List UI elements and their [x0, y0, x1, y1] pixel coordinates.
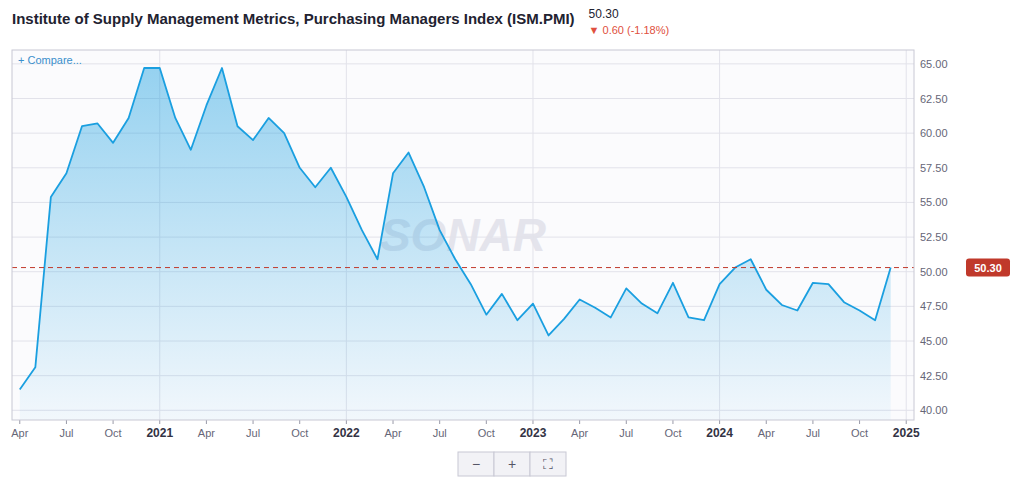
x-tick-label: Jul — [433, 427, 447, 439]
x-tick — [859, 420, 860, 424]
current-value-badge: 50.30 — [966, 259, 1010, 277]
x-tick-label: Jul — [59, 427, 73, 439]
button-bg[interactable] — [458, 452, 494, 476]
zoom-button[interactable]: ⛶ — [530, 452, 566, 476]
compare-link[interactable]: + Compare... — [18, 54, 82, 66]
x-tick-label: Apr — [758, 427, 775, 439]
x-tick — [812, 420, 813, 424]
x-tick-label: Oct — [664, 427, 681, 439]
x-tick — [486, 420, 487, 424]
x-tick-label: Apr — [571, 427, 588, 439]
x-tick-label: Jul — [246, 427, 260, 439]
y-tick-label: 62.50 — [920, 93, 948, 105]
x-tick — [719, 420, 720, 424]
x-tick — [439, 420, 440, 424]
plot-frame — [12, 50, 914, 420]
current-value-label: 50.30 — [974, 262, 1002, 274]
line — [20, 68, 891, 390]
x-tick — [626, 420, 627, 424]
x-tick — [672, 420, 673, 424]
zoom-button[interactable]: − — [458, 452, 494, 476]
y-tick-label: 55.00 — [920, 196, 948, 208]
x-tick — [113, 420, 114, 424]
badge-bg — [966, 259, 1010, 277]
x-tick-label: 2024 — [706, 426, 733, 440]
plot-background — [12, 50, 914, 420]
x-tick — [19, 420, 20, 424]
change-text: ▼ 0.60 (-1.18%) — [589, 24, 670, 36]
y-tick-label: 65.00 — [920, 58, 948, 70]
x-tick — [159, 420, 160, 424]
x-tick-label: Oct — [105, 427, 122, 439]
x-tick — [299, 420, 300, 424]
y-tick-label: 42.50 — [920, 370, 948, 382]
x-tick-label: Apr — [198, 427, 215, 439]
header-current-value: 50.30 — [589, 7, 619, 21]
y-tick-label: 50.00 — [920, 266, 948, 278]
x-tick — [253, 420, 254, 424]
y-tick-label: 45.00 — [920, 335, 948, 347]
x-tick — [346, 420, 347, 424]
x-tick — [532, 420, 533, 424]
y-tick-label: 47.50 — [920, 300, 948, 312]
x-tick — [393, 420, 394, 424]
plot-data — [12, 68, 914, 420]
button-label[interactable]: + — [508, 456, 516, 472]
x-tick — [579, 420, 580, 424]
grid-line — [906, 50, 907, 420]
x-tick-label: Apr — [11, 427, 28, 439]
y-tick-label: 40.00 — [920, 404, 948, 416]
page: {"chart_data": { "type": "area", "title"… — [0, 0, 1024, 488]
zoom-button[interactable]: + — [494, 452, 530, 476]
x-tick-label: 2025 — [893, 426, 920, 440]
x-tick-label: Jul — [619, 427, 633, 439]
x-tick-label: Apr — [384, 427, 401, 439]
title: Institute of Supply Management Metrics, … — [12, 10, 575, 27]
chart: SONAR40.0042.5045.0047.5050.0052.5055.00… — [0, 0, 1024, 488]
x-tick — [766, 420, 767, 424]
x-tick — [66, 420, 67, 424]
x-tick — [906, 420, 907, 424]
button-label[interactable]: ⛶ — [543, 456, 553, 472]
grid-line — [12, 63, 914, 64]
area — [20, 68, 891, 420]
x-tick-label: 2022 — [333, 426, 360, 440]
x-tick-label: 2021 — [146, 426, 173, 440]
x-tick-label: Oct — [291, 427, 308, 439]
current-value-line — [12, 267, 914, 268]
x-tick-label: Oct — [478, 427, 495, 439]
button-bg[interactable] — [530, 452, 566, 476]
y-tick-label: 52.50 — [920, 231, 948, 243]
x-tick-label: 2023 — [520, 426, 547, 440]
y-tick-label: 60.00 — [920, 127, 948, 139]
y-tick-label: 57.50 — [920, 162, 948, 174]
button-label[interactable]: − — [472, 456, 480, 472]
x-tick-label: Jul — [806, 427, 820, 439]
x-tick-label: Oct — [851, 427, 868, 439]
button-bg[interactable] — [494, 452, 530, 476]
x-tick — [206, 420, 207, 424]
